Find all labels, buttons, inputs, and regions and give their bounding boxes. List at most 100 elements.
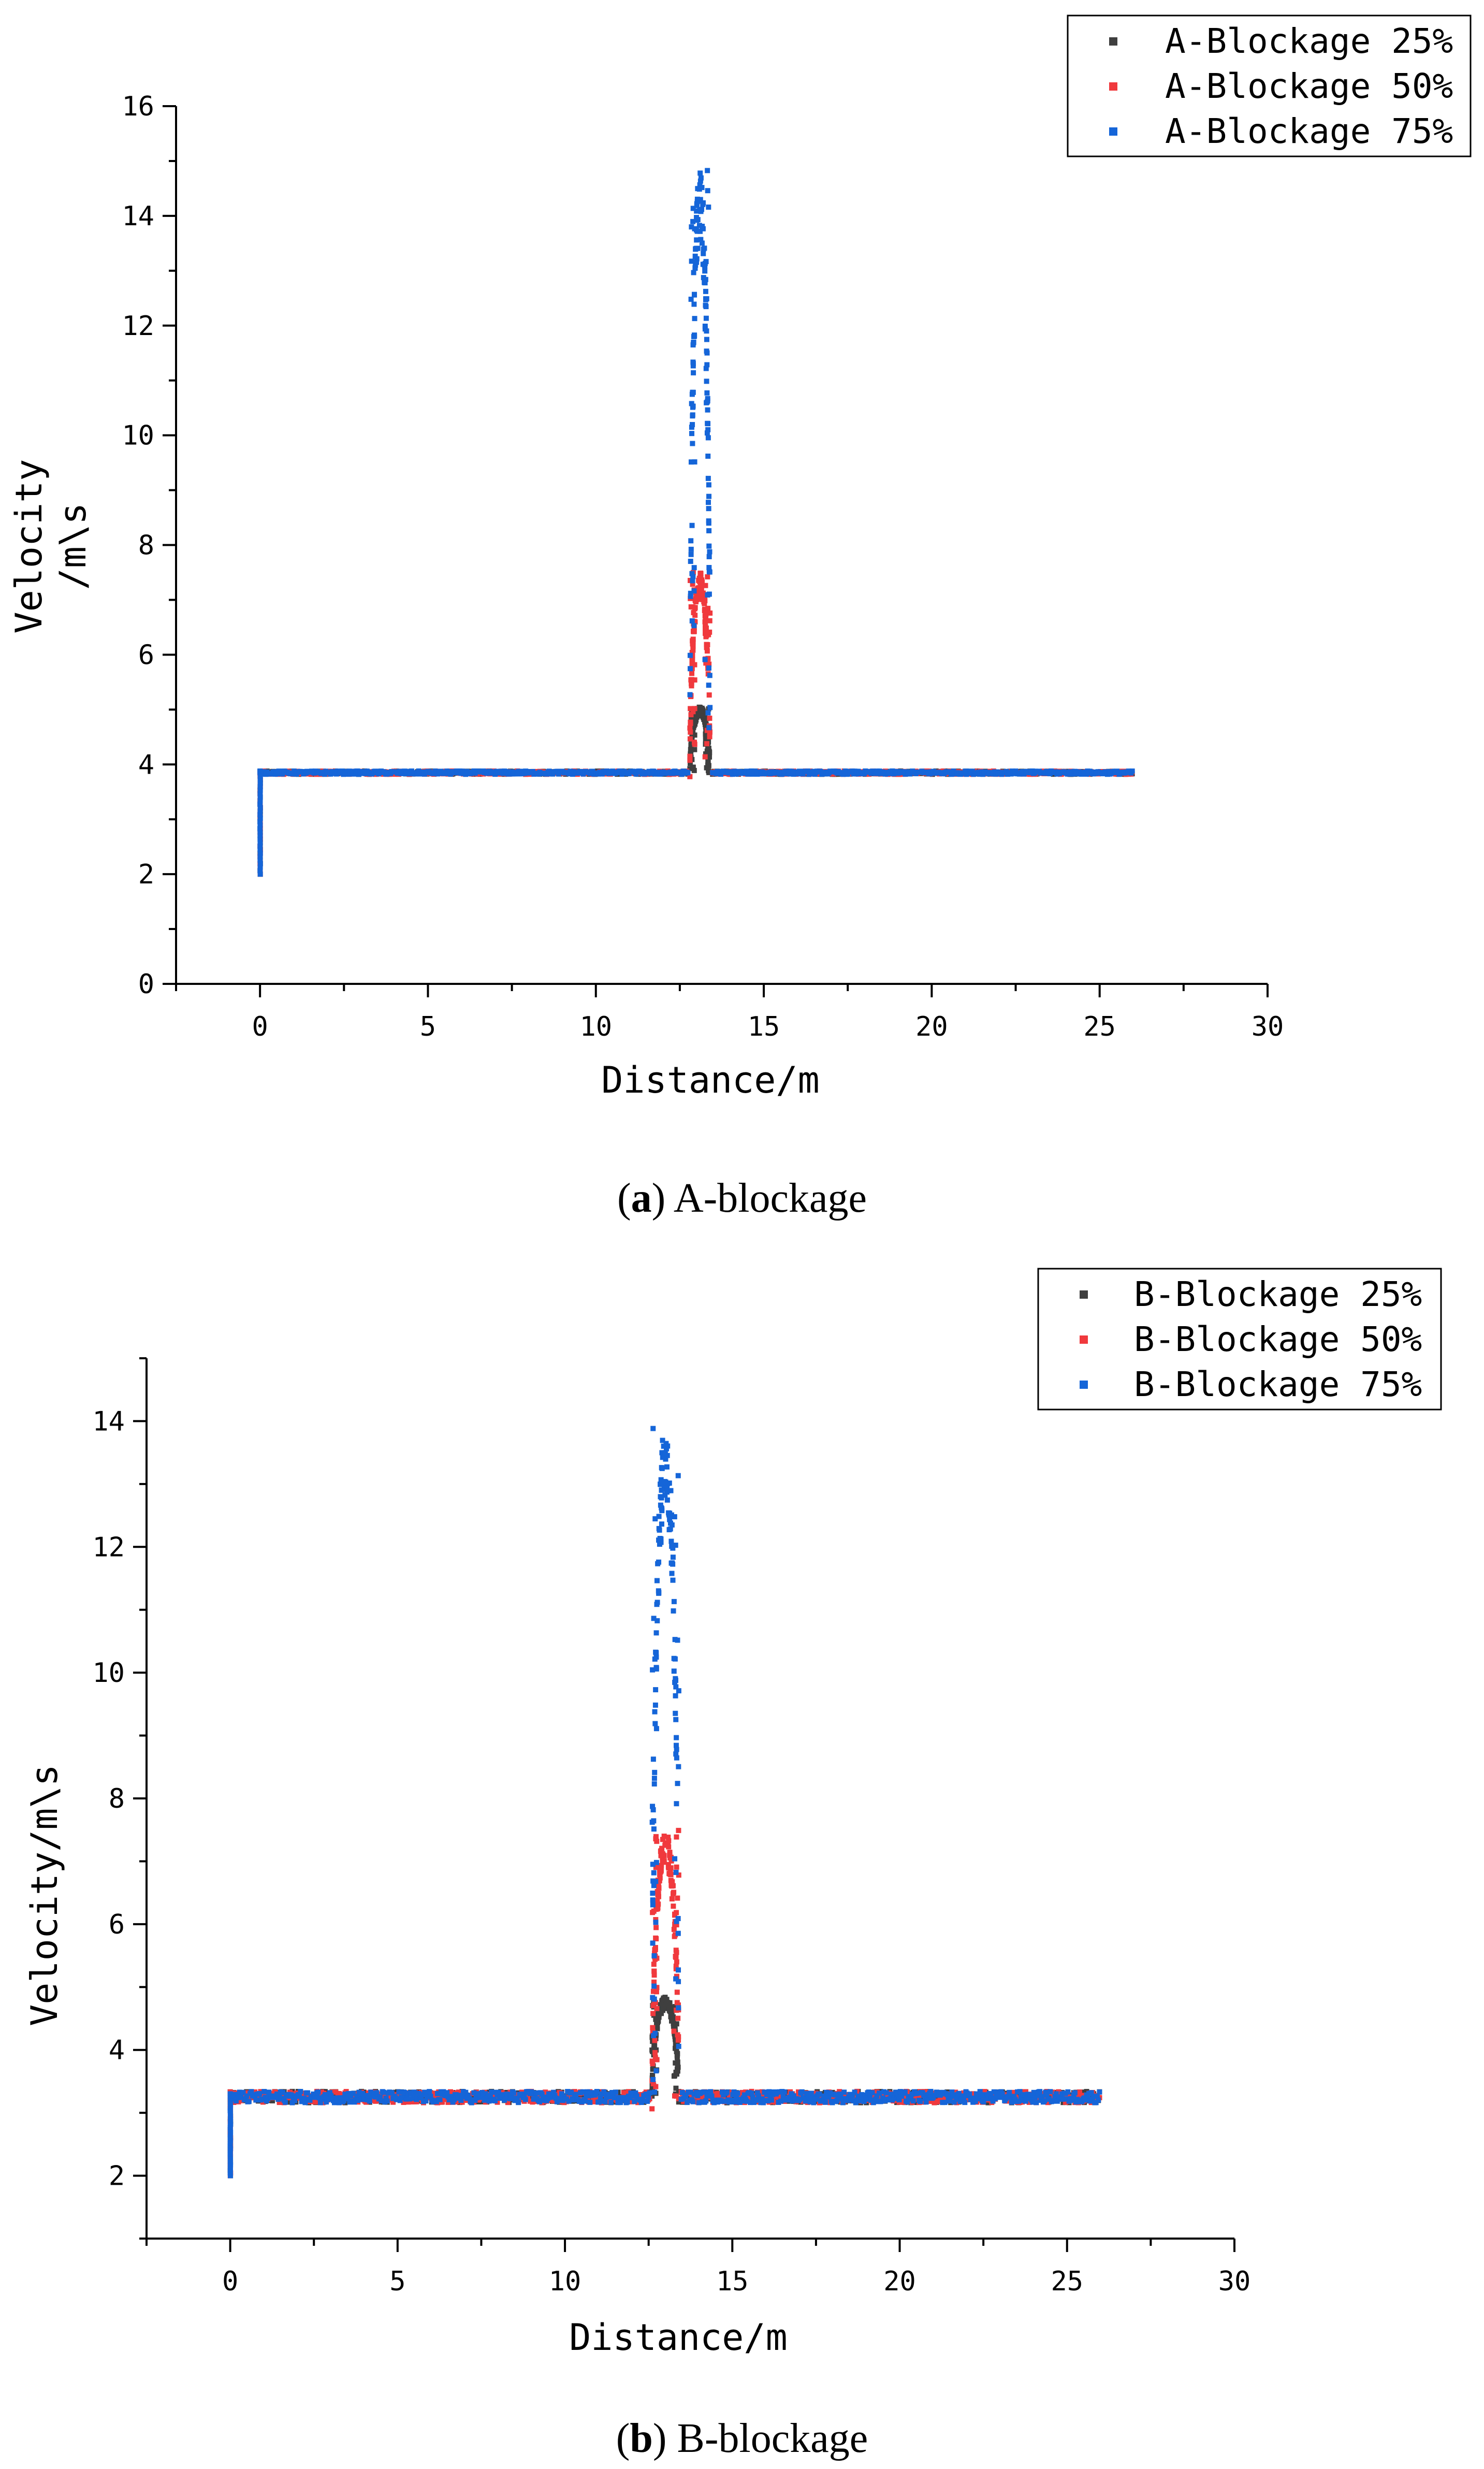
data-point xyxy=(552,2093,558,2098)
data-point xyxy=(355,2097,361,2103)
data-point xyxy=(675,2032,680,2038)
data-point xyxy=(257,847,263,852)
data-point xyxy=(688,706,693,711)
data-point xyxy=(257,815,263,821)
data-point xyxy=(689,431,695,437)
data-point xyxy=(705,758,711,764)
data-point xyxy=(693,598,699,604)
data-point xyxy=(516,2100,521,2105)
data-point xyxy=(382,2093,388,2098)
data-point xyxy=(688,296,694,302)
data-point xyxy=(658,1848,664,1853)
data-point xyxy=(418,2095,424,2101)
data-point xyxy=(473,2095,479,2101)
data-point xyxy=(693,246,699,252)
data-point xyxy=(650,2067,656,2072)
data-point xyxy=(627,2095,633,2101)
data-point xyxy=(227,2151,233,2157)
data-point xyxy=(301,2096,307,2101)
data-point xyxy=(692,226,697,231)
data-point xyxy=(982,2089,987,2095)
data-point xyxy=(227,2140,233,2146)
data-point xyxy=(652,2050,658,2055)
data-point xyxy=(257,861,263,866)
data-point xyxy=(471,2090,477,2096)
data-point xyxy=(661,2005,666,2010)
data-point xyxy=(707,629,712,635)
data-point xyxy=(227,2111,233,2116)
data-point xyxy=(661,1833,667,1839)
data-point xyxy=(671,2028,677,2034)
data-point xyxy=(687,774,693,779)
data-point xyxy=(244,2093,250,2099)
data-point xyxy=(702,657,708,662)
data-point xyxy=(667,1850,673,1855)
data-point xyxy=(704,400,709,405)
data-point xyxy=(539,2092,545,2097)
data-point xyxy=(657,1870,663,1876)
data-point xyxy=(695,588,701,594)
data-point xyxy=(673,1964,679,1969)
data-point xyxy=(704,741,710,747)
data-point xyxy=(227,2135,233,2141)
data-point xyxy=(227,2168,233,2173)
data-point xyxy=(657,1875,663,1881)
data-point xyxy=(707,754,712,760)
data-point xyxy=(227,2143,233,2148)
data-point xyxy=(463,2089,469,2095)
data-point xyxy=(705,453,711,459)
data-point xyxy=(687,652,693,658)
data-point xyxy=(673,2069,679,2075)
data-point xyxy=(690,657,695,663)
data-point xyxy=(702,721,708,727)
data-point xyxy=(704,362,710,368)
data-point xyxy=(652,1999,658,2005)
data-point xyxy=(674,1922,679,1928)
x-tick-label: 15 xyxy=(748,1011,780,1042)
data-point xyxy=(706,528,712,533)
data-point xyxy=(691,588,697,594)
data-point xyxy=(1045,2100,1051,2105)
data-point xyxy=(697,228,703,234)
data-point xyxy=(514,2096,520,2102)
data-point xyxy=(1129,768,1135,774)
data-point xyxy=(602,2099,608,2104)
data-point xyxy=(688,761,693,766)
data-point xyxy=(505,2092,511,2097)
data-point xyxy=(688,559,693,564)
data-point xyxy=(704,390,710,396)
data-point xyxy=(227,2108,233,2113)
data-point xyxy=(703,288,708,294)
data-point xyxy=(257,854,263,860)
data-point xyxy=(704,648,710,654)
data-point xyxy=(325,2097,330,2102)
data-point xyxy=(1077,2089,1083,2095)
data-point xyxy=(469,2100,474,2105)
data-point xyxy=(703,366,709,371)
data-point xyxy=(676,2099,681,2105)
data-point xyxy=(653,1865,659,1870)
data-point xyxy=(688,551,694,557)
y-tick-label: 8 xyxy=(138,530,154,561)
data-point xyxy=(697,575,703,581)
data-point xyxy=(654,2021,660,2026)
data-point xyxy=(566,2098,572,2104)
y-tick-label: 4 xyxy=(138,749,154,780)
data-point xyxy=(703,622,708,628)
data-point xyxy=(673,1954,678,1960)
data-point xyxy=(486,2098,492,2104)
data-point xyxy=(706,204,711,210)
data-point xyxy=(692,662,697,667)
data-point xyxy=(530,2090,535,2096)
data-point xyxy=(401,2099,406,2105)
data-point xyxy=(668,1865,674,1871)
data-point xyxy=(688,742,694,748)
data-point xyxy=(693,263,699,268)
data-point xyxy=(707,610,713,616)
series-1 xyxy=(227,1995,1102,2178)
data-point xyxy=(266,2089,272,2095)
data-point xyxy=(257,850,263,856)
data-point xyxy=(689,424,694,430)
data-point xyxy=(674,1910,679,1915)
